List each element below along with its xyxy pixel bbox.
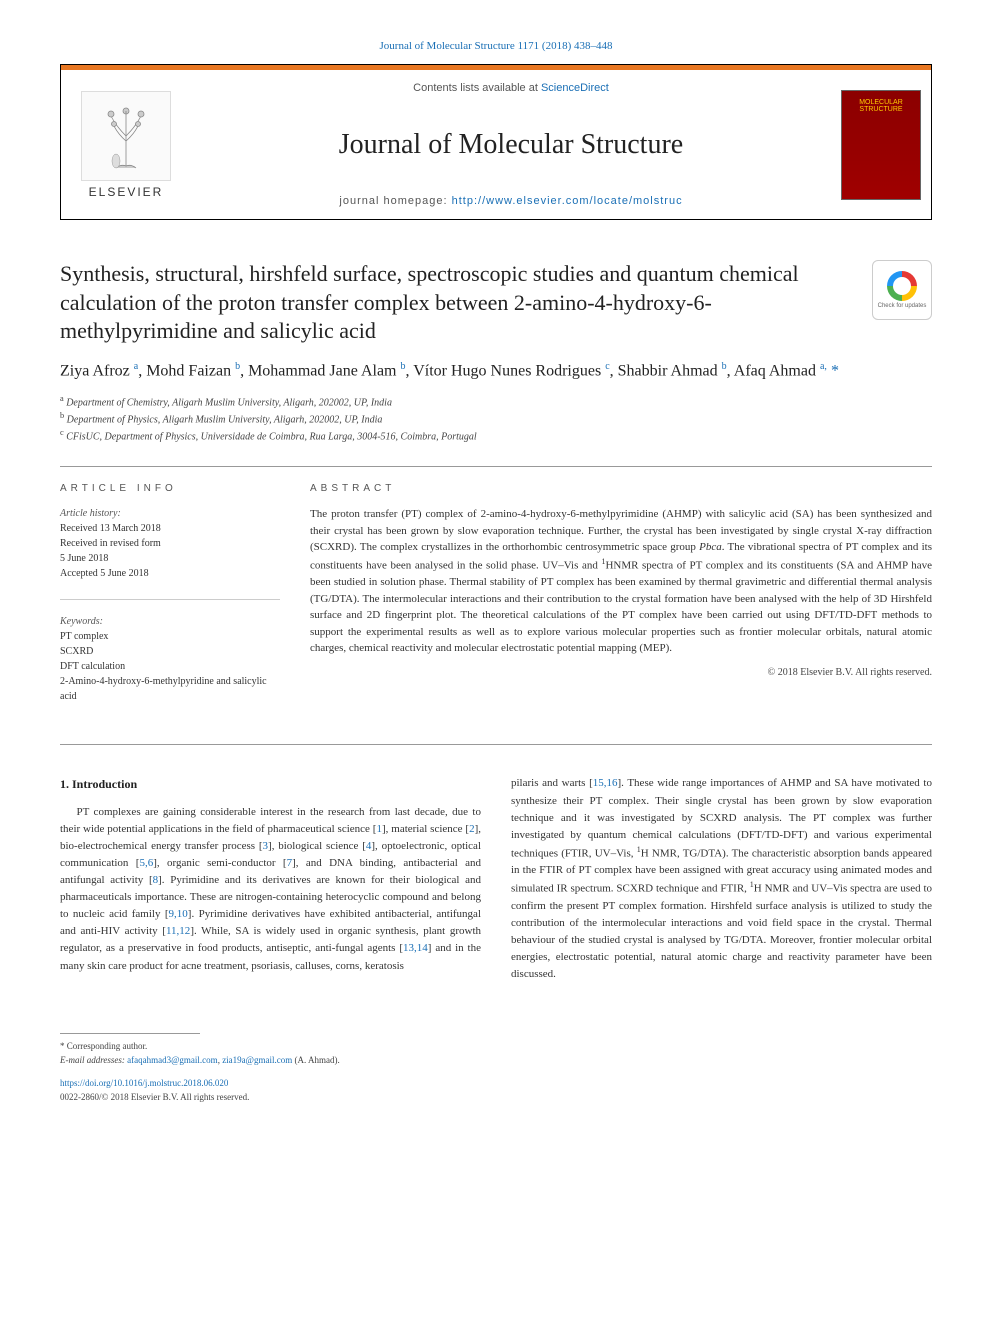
section-divider — [60, 466, 932, 467]
article-info-heading: ARTICLE INFO — [60, 483, 280, 494]
elsevier-tree-icon — [81, 91, 171, 181]
publisher-logo: ELSEVIER — [61, 70, 191, 219]
affiliation-line: c CFisUC, Department of Physics, Univers… — [60, 427, 932, 444]
check-updates-label: Check for updates — [878, 303, 927, 309]
publisher-name: ELSEVIER — [89, 185, 164, 199]
affiliation-line: b Department of Physics, Aligarh Muslim … — [60, 410, 932, 427]
homepage-line: journal homepage: http://www.elsevier.co… — [339, 195, 682, 207]
doi-line: https://doi.org/10.1016/j.molstruc.2018.… — [60, 1077, 932, 1091]
intro-column-left: 1. Introduction PT complexes are gaining… — [60, 775, 481, 983]
abstract-heading: ABSTRACT — [310, 483, 932, 494]
article-history: Article history: Received 13 March 2018R… — [60, 506, 280, 581]
corresponding-author: * Corresponding author. — [60, 1040, 932, 1054]
keyword-line: SCXRD — [60, 644, 280, 659]
history-line: Accepted 5 June 2018 — [60, 566, 280, 581]
intro-paragraph-1: PT complexes are gaining considerable in… — [60, 804, 481, 974]
abstract-column: ABSTRACT The proton transfer (PT) comple… — [310, 483, 932, 722]
history-line: Received 13 March 2018 — [60, 521, 280, 536]
contents-list-line: Contents lists available at ScienceDirec… — [413, 82, 609, 94]
abstract-text: The proton transfer (PT) complex of 2-am… — [310, 506, 932, 656]
issn-copyright: 0022-2860/© 2018 Elsevier B.V. All right… — [60, 1091, 932, 1105]
keyword-line: DFT calculation — [60, 659, 280, 674]
intro-column-right: pilaris and warts [15,16]. These wide ra… — [511, 775, 932, 983]
sciencedirect-link[interactable]: ScienceDirect — [541, 82, 609, 94]
history-line: 5 June 2018 — [60, 551, 280, 566]
authors-list: Ziya Afroz a, Mohd Faizan b, Mohammad Ja… — [60, 360, 932, 383]
keyword-line: 2-Amino-4-hydroxy-6-methylpyridine and s… — [60, 674, 280, 704]
email-link-1[interactable]: afaqahmad3@gmail.com — [127, 1055, 218, 1065]
crossmark-icon — [887, 271, 917, 301]
check-updates-badge[interactable]: Check for updates — [872, 260, 932, 320]
intro-paragraph-2: pilaris and warts [15,16]. These wide ra… — [511, 775, 932, 983]
article-title: Synthesis, structural, hirshfeld surface… — [60, 260, 852, 346]
abstract-copyright: © 2018 Elsevier B.V. All rights reserved… — [310, 667, 932, 678]
section-divider — [60, 744, 932, 745]
intro-heading: 1. Introduction — [60, 775, 481, 794]
journal-citation[interactable]: Journal of Molecular Structure 1171 (201… — [60, 40, 932, 52]
footer-block: * Corresponding author. E-mail addresses… — [60, 1033, 932, 1104]
cover-image: MOLECULAR STRUCTURE — [841, 90, 921, 200]
doi-link[interactable]: https://doi.org/10.1016/j.molstruc.2018.… — [60, 1078, 228, 1088]
email-link-2[interactable]: zia19a@gmail.com — [222, 1055, 292, 1065]
email-line: E-mail addresses: afaqahmad3@gmail.com, … — [60, 1054, 932, 1068]
journal-header: ELSEVIER Contents lists available at Sci… — [60, 70, 932, 220]
keywords-block: Keywords: PT complexSCXRDDFT calculation… — [60, 614, 280, 704]
homepage-link[interactable]: http://www.elsevier.com/locate/molstruc — [452, 195, 683, 207]
journal-name: Journal of Molecular Structure — [339, 129, 683, 161]
affiliations: a Department of Chemistry, Aligarh Musli… — [60, 393, 932, 445]
keyword-line: PT complex — [60, 629, 280, 644]
history-line: Received in revised form — [60, 536, 280, 551]
header-center: Contents lists available at ScienceDirec… — [191, 70, 831, 219]
affiliation-line: a Department of Chemistry, Aligarh Musli… — [60, 393, 932, 410]
article-info-column: ARTICLE INFO Article history: Received 1… — [60, 483, 280, 722]
journal-cover-thumb: MOLECULAR STRUCTURE — [831, 70, 931, 219]
